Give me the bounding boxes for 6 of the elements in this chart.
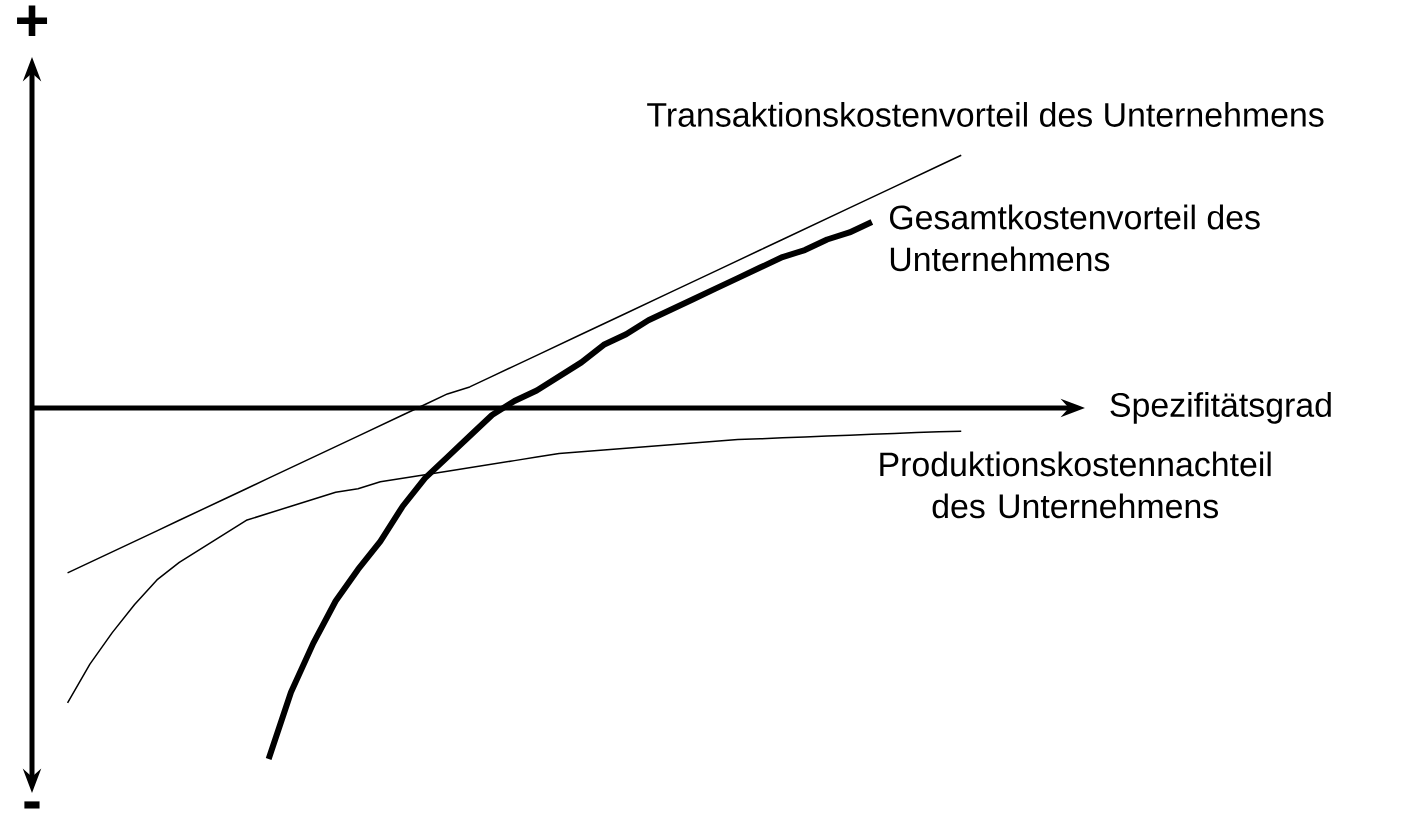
series-label: Transaktionskostenvorteil des Unternehmens (647, 102, 1324, 127)
x-axis-title: Spezifitätsgrad (1110, 392, 1331, 424)
text: - (24, 801, 40, 809)
text: + (17, 5, 48, 36)
series-label: Gesamtkostenvorteil des Unternehmens (889, 204, 1260, 272)
legend-label: Produktionskostennachteil des Unternehmens (880, 451, 1271, 519)
